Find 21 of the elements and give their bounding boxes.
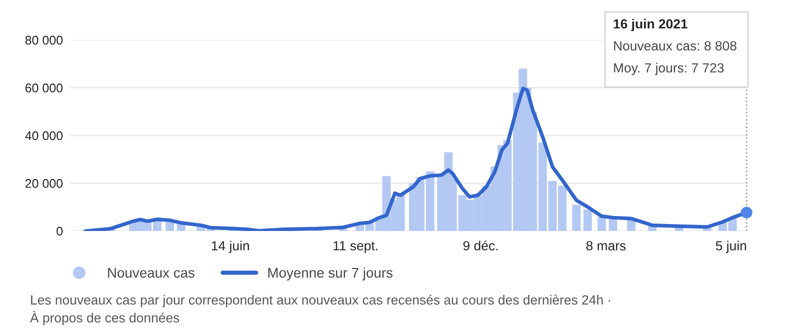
x-tick-label: 8 mars bbox=[586, 241, 626, 250]
bar bbox=[572, 204, 581, 231]
bar bbox=[608, 218, 618, 231]
text: 16 juin 2021 bbox=[614, 18, 688, 32]
x-tick-label: 9 déc. bbox=[463, 240, 498, 250]
y-tick-label: 60 000 bbox=[25, 84, 63, 92]
legend-label: Nouveaux cas bbox=[108, 268, 194, 278]
x-tick-label: 5 juin bbox=[716, 240, 746, 254]
bar bbox=[583, 210, 592, 231]
y-tick-label: 80 000 bbox=[25, 36, 63, 45]
x-tick-label: 11 sept. bbox=[334, 241, 378, 254]
y-tick-label: 0 bbox=[56, 226, 63, 236]
annotation: Moy. 7 jours: 7 723 bbox=[614, 62, 724, 76]
y-tick-label: 20 000 bbox=[25, 179, 63, 188]
x-tick-label: 14 juin bbox=[212, 240, 249, 254]
y-tick-label: 40 000 bbox=[25, 131, 63, 140]
legend-label: Moyenne sur 7 jours bbox=[268, 268, 393, 280]
annotation: Nouveaux cas: 8 808 bbox=[614, 41, 736, 51]
text: À propos de ces données bbox=[30, 310, 180, 326]
text: Les nouveaux cas par jour correspondent aux nouveaux cas recensés au cours des dernières 24h · bbox=[31, 294, 610, 308]
bar bbox=[597, 216, 606, 231]
